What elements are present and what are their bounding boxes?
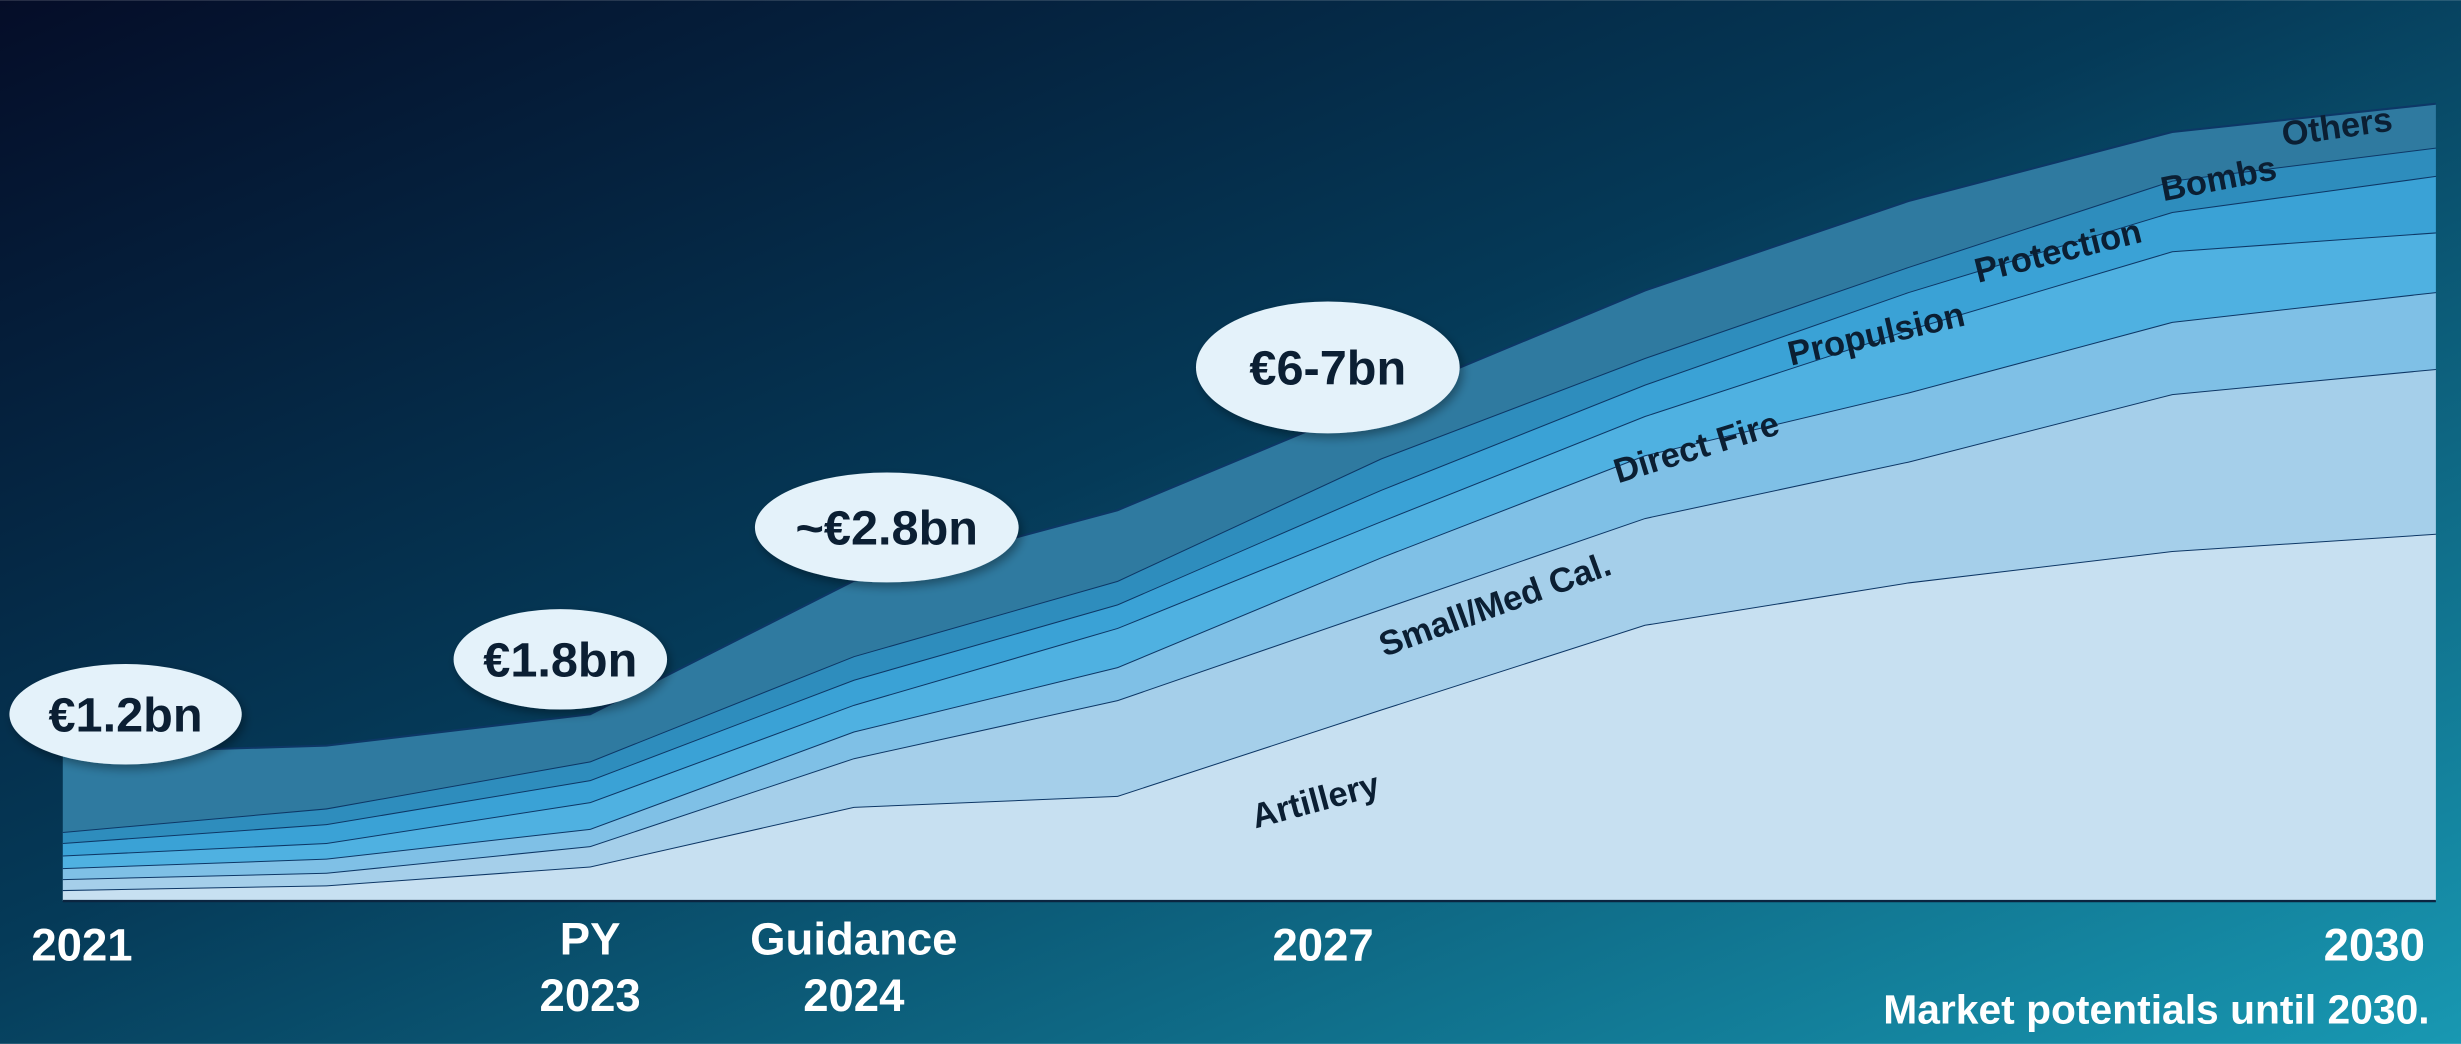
annotation: €6-7bn [1249,342,1406,396]
x-tick-label: Guidance 2024 [750,913,957,1021]
footnote: Market potentials until 2030. [1883,986,2429,1032]
annotation: ~€2.8bn [796,502,979,556]
annotation-bubble [754,472,1019,583]
area [62,232,2436,869]
x-tick-label: 2027 [1272,920,1373,971]
annotation-bubble [1195,301,1460,434]
area [62,103,2436,832]
annotation: €1.2bn [49,689,203,743]
x-tick-label: PY 2023 [540,913,641,1021]
area-edge [62,102,2436,755]
area [62,533,2436,902]
annotation: €1.8bn [483,634,637,688]
plot [62,102,2437,903]
area [62,292,2436,880]
annotation-bubble [9,664,242,765]
area [62,368,2436,891]
x-tick-label: 2021 [31,920,132,971]
area [62,175,2436,856]
x-tick-label: 2030 [2324,920,2425,971]
annotation-bubble [453,609,668,710]
